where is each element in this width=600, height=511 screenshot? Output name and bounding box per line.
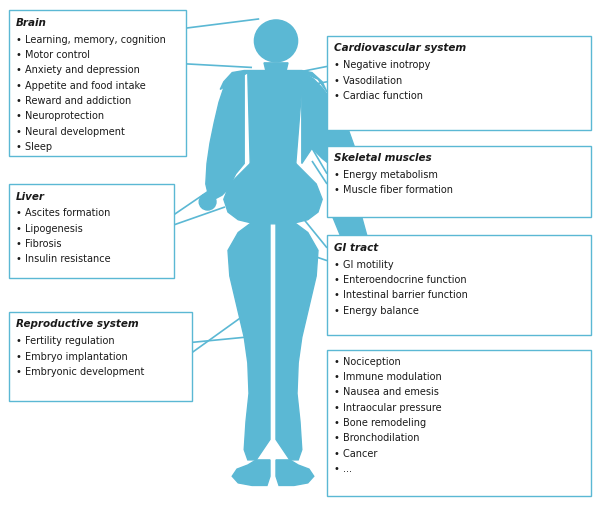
FancyBboxPatch shape [9,184,174,278]
Text: • Appetite and food intake: • Appetite and food intake [16,81,146,91]
Text: Brain: Brain [16,18,47,28]
Polygon shape [332,175,372,272]
Ellipse shape [199,194,216,210]
Text: Liver: Liver [16,192,45,202]
FancyBboxPatch shape [327,350,591,496]
Text: • Cancer: • Cancer [334,449,377,459]
Text: • Insulin resistance: • Insulin resistance [16,254,111,265]
Polygon shape [276,460,314,485]
FancyBboxPatch shape [9,10,186,156]
Text: • Embryonic development: • Embryonic development [16,367,145,377]
Text: • GI motility: • GI motility [334,260,394,270]
Text: • Negative inotropy: • Negative inotropy [334,60,431,71]
Ellipse shape [367,277,373,287]
Text: • Bone remodeling: • Bone remodeling [334,418,427,428]
Text: Reproductive system: Reproductive system [16,319,139,330]
Text: • Fibrosis: • Fibrosis [16,239,62,249]
Text: • Motor control: • Motor control [16,50,90,60]
Text: • Neural development: • Neural development [16,127,125,137]
Ellipse shape [254,20,298,62]
Text: • Fertility regulation: • Fertility regulation [16,336,115,346]
Text: • Enteroendocrine function: • Enteroendocrine function [334,275,467,285]
Text: Cardiovascular system: Cardiovascular system [334,43,466,54]
Text: • Sleep: • Sleep [16,142,52,152]
Text: • Energy metabolism: • Energy metabolism [334,170,438,180]
Text: • Intraocular pressure: • Intraocular pressure [334,403,442,413]
Text: • Nausea and emesis: • Nausea and emesis [334,387,439,398]
FancyBboxPatch shape [327,235,591,335]
Text: • Bronchodilation: • Bronchodilation [334,433,420,444]
Text: • Immune modulation: • Immune modulation [334,372,442,382]
Polygon shape [276,222,318,460]
Text: • ...: • ... [334,464,352,474]
Text: • Anxiety and depression: • Anxiety and depression [16,65,140,76]
Text: • Vasodilation: • Vasodilation [334,76,403,86]
Ellipse shape [369,277,377,286]
Text: GI tract: GI tract [334,243,379,253]
Polygon shape [228,222,270,460]
Polygon shape [224,164,322,224]
Text: • Nociception: • Nociception [334,357,401,367]
Text: • Ascites formation: • Ascites formation [16,208,110,219]
Text: • Reward and addiction: • Reward and addiction [16,96,131,106]
Text: • Lipogenesis: • Lipogenesis [16,224,83,234]
Text: • Cardiac function: • Cardiac function [334,91,423,101]
Ellipse shape [356,263,376,277]
Polygon shape [220,71,327,164]
Text: • Intestinal barrier function: • Intestinal barrier function [334,290,468,300]
Ellipse shape [359,277,366,286]
FancyBboxPatch shape [327,146,591,217]
Text: • Neuroprotection: • Neuroprotection [16,111,104,122]
Polygon shape [264,63,288,71]
Text: • Energy balance: • Energy balance [334,306,419,316]
Polygon shape [206,72,244,199]
Polygon shape [232,460,270,485]
Text: • Learning, memory, cognition: • Learning, memory, cognition [16,35,166,45]
Text: • Embryo implantation: • Embryo implantation [16,352,128,362]
Text: Skeletal muscles: Skeletal muscles [334,153,432,164]
FancyBboxPatch shape [9,312,192,401]
Ellipse shape [363,277,369,287]
FancyBboxPatch shape [327,36,591,130]
Text: • Muscle fiber formation: • Muscle fiber formation [334,185,453,196]
Polygon shape [302,72,357,179]
